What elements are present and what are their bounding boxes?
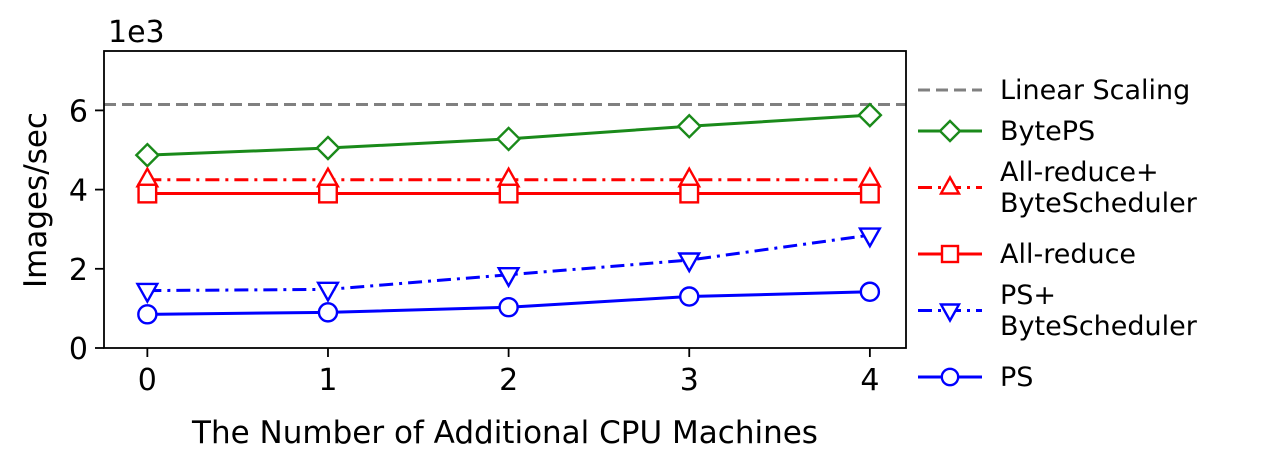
legend-marker-1 xyxy=(938,119,962,143)
legend: Linear ScalingBytePSAll-reduce+ByteSched… xyxy=(918,75,1198,393)
data-point-0-3 xyxy=(676,113,702,139)
data-point-3-3 xyxy=(677,252,702,274)
y-tick-label: 4 xyxy=(69,174,88,209)
data-point-3-2 xyxy=(496,266,521,289)
data-point-4-2 xyxy=(498,296,519,318)
plot-frame xyxy=(103,50,907,349)
y-tick-label: 6 xyxy=(69,94,88,129)
x-axis-title: The Number of Additional CPU Machines xyxy=(191,415,818,451)
x-tick-label: 1 xyxy=(318,363,337,398)
y-tick-label: 2 xyxy=(69,253,88,288)
data-point-2-4 xyxy=(859,183,880,204)
data-point-0-2 xyxy=(495,126,522,152)
data-point-3-1 xyxy=(316,281,340,303)
axes: 0 1 2 3 4 0 2 4 6 xyxy=(69,94,880,398)
plot-area xyxy=(104,102,906,325)
legend-marker-4 xyxy=(938,303,962,323)
data-point-4-4 xyxy=(859,281,881,302)
data-point-2-1 xyxy=(317,183,338,204)
data-point-3-0 xyxy=(135,282,160,305)
data-point-2-0 xyxy=(137,183,158,204)
legend-label-2: ByteScheduler xyxy=(1000,188,1198,219)
legend-marker-5 xyxy=(940,367,960,387)
legend-label-1: BytePS xyxy=(1000,116,1095,147)
data-point-0-1 xyxy=(315,135,341,161)
data-point-4-1 xyxy=(317,302,339,323)
y-multiplier-label: 1e3 xyxy=(108,15,165,50)
legend-label-5: PS xyxy=(1000,362,1033,393)
legend-label-2: All-reduce+ xyxy=(1000,157,1159,188)
data-point-2-3 xyxy=(679,183,700,204)
data-point-2-2 xyxy=(498,183,519,204)
y-axis-title: Images/sec xyxy=(18,112,54,288)
data-point-0-0 xyxy=(134,142,161,168)
legend-label-4: PS+ xyxy=(1000,280,1056,311)
x-tick-label: 0 xyxy=(138,363,157,398)
y-tick-label: 0 xyxy=(69,332,88,367)
x-tick-label: 3 xyxy=(680,363,699,398)
x-tick-label: 4 xyxy=(860,363,879,398)
legend-label-0: Linear Scaling xyxy=(1000,75,1190,106)
data-point-4-3 xyxy=(679,286,700,307)
legend-label-3: All-reduce xyxy=(1000,239,1136,270)
data-point-4-0 xyxy=(137,304,158,325)
legend-label-4: ByteScheduler xyxy=(1000,311,1198,342)
legend-marker-3 xyxy=(940,244,960,264)
x-tick-label: 2 xyxy=(499,363,518,398)
data-point-3-4 xyxy=(857,227,882,249)
data-point-0-4 xyxy=(857,102,883,128)
legend-marker-2 xyxy=(938,175,962,195)
